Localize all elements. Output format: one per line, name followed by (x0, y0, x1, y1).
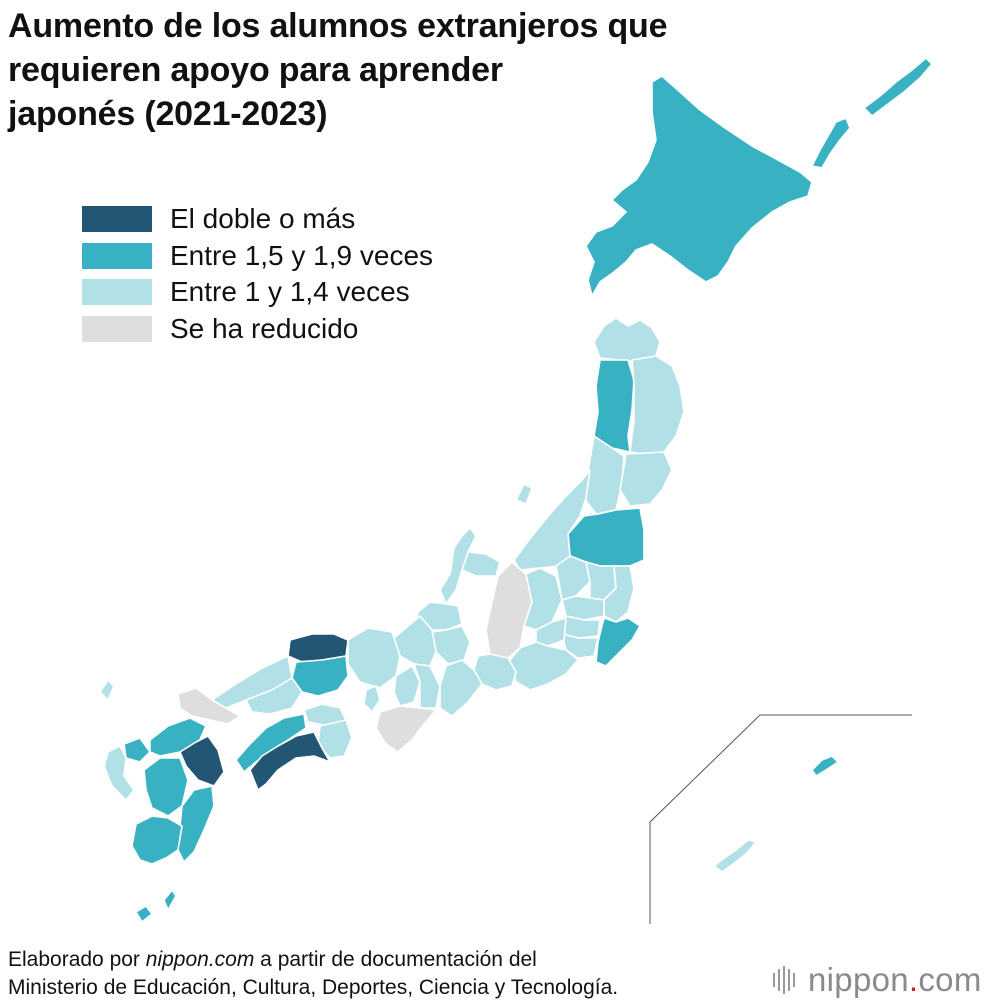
legend-item-double: El doble o más (82, 201, 433, 238)
region-niigata (513, 469, 591, 571)
legend-item-decrease: Se ha reducido (82, 311, 433, 348)
region-hiroshima (245, 677, 303, 715)
source-line-1: Elaborado por nippon.com a partir de doc… (8, 946, 618, 974)
region-hyogo (347, 627, 401, 689)
source-site: nippon.com (145, 948, 255, 971)
legend-swatch-decrease (82, 315, 152, 342)
legend-item-low: Entre 1 y 1,4 veces (82, 274, 433, 311)
region-osaka (393, 665, 421, 707)
region-toyama (461, 551, 501, 577)
source-prefix: Elaborado por (8, 948, 146, 971)
brand-dot: . (908, 961, 919, 998)
region-okinawa-island (811, 755, 839, 777)
source-suffix: a partir de documentación del (254, 948, 537, 971)
legend-swatch-double (82, 206, 152, 233)
region-gunma (555, 555, 591, 601)
legend-label-double: El doble o más (170, 203, 356, 235)
map-title: Aumento de los alumnos extranjeros que r… (8, 4, 808, 136)
region-iwate (629, 355, 685, 455)
source-note: Elaborado por nippon.com a partir de doc… (8, 946, 618, 1002)
region-akita (593, 359, 635, 453)
island-sado (515, 483, 533, 505)
region-nagasaki (103, 745, 135, 801)
legend-label-decrease: Se ha reducido (170, 312, 359, 344)
legend-swatch-low (82, 279, 152, 306)
brand-text: nippon.com (808, 961, 982, 999)
region-kochi (249, 731, 331, 791)
region-wakayama (375, 705, 437, 753)
region-mie (439, 659, 483, 717)
region-ishikawa (439, 527, 477, 605)
region-shiga (431, 625, 471, 665)
region-chiba (595, 617, 641, 667)
region-aomori (593, 317, 661, 363)
legend-swatch-high (82, 242, 152, 269)
island-awaji (363, 685, 381, 713)
title-line-1: Aumento de los alumnos extranjeros que (8, 7, 668, 45)
island-sakishima (713, 839, 757, 873)
nippon-logo-icon (773, 966, 795, 994)
island-yakushima (135, 905, 153, 923)
legend-label-high: Entre 1,5 y 1,9 veces (170, 239, 434, 271)
source-line-2: Ministerio de Educación, Cultura, Deport… (8, 976, 619, 999)
region-hokkaido (585, 75, 813, 297)
legend: El doble o más Entre 1,5 y 1,9 veces Ent… (82, 201, 433, 347)
region-oita (179, 735, 225, 787)
brand-tld: com (918, 961, 982, 998)
title-line-2: requieren apoyo para aprender (8, 51, 503, 89)
brand-logo: nippon.com (772, 960, 982, 1000)
brand-name: nippon (808, 961, 909, 998)
region-yamaguchi (177, 687, 241, 725)
region-kyoto (391, 615, 437, 667)
legend-label-low: Entre 1 y 1,4 veces (170, 276, 410, 308)
region-kagoshima (131, 815, 183, 865)
region-saga (123, 737, 151, 763)
region-shizuoka (509, 641, 579, 691)
island-tanegashima (163, 889, 177, 911)
inset-border (649, 714, 912, 924)
island-oki (99, 679, 115, 701)
region-ehime (235, 713, 307, 773)
island-etorofu (863, 57, 933, 117)
region-nara (413, 663, 441, 709)
region-miyagi (619, 451, 673, 507)
legend-item-high: Entre 1,5 y 1,9 veces (82, 238, 433, 275)
island-kunashiri (811, 117, 851, 169)
title-line-3: japonés (2021-2023) (8, 95, 328, 133)
